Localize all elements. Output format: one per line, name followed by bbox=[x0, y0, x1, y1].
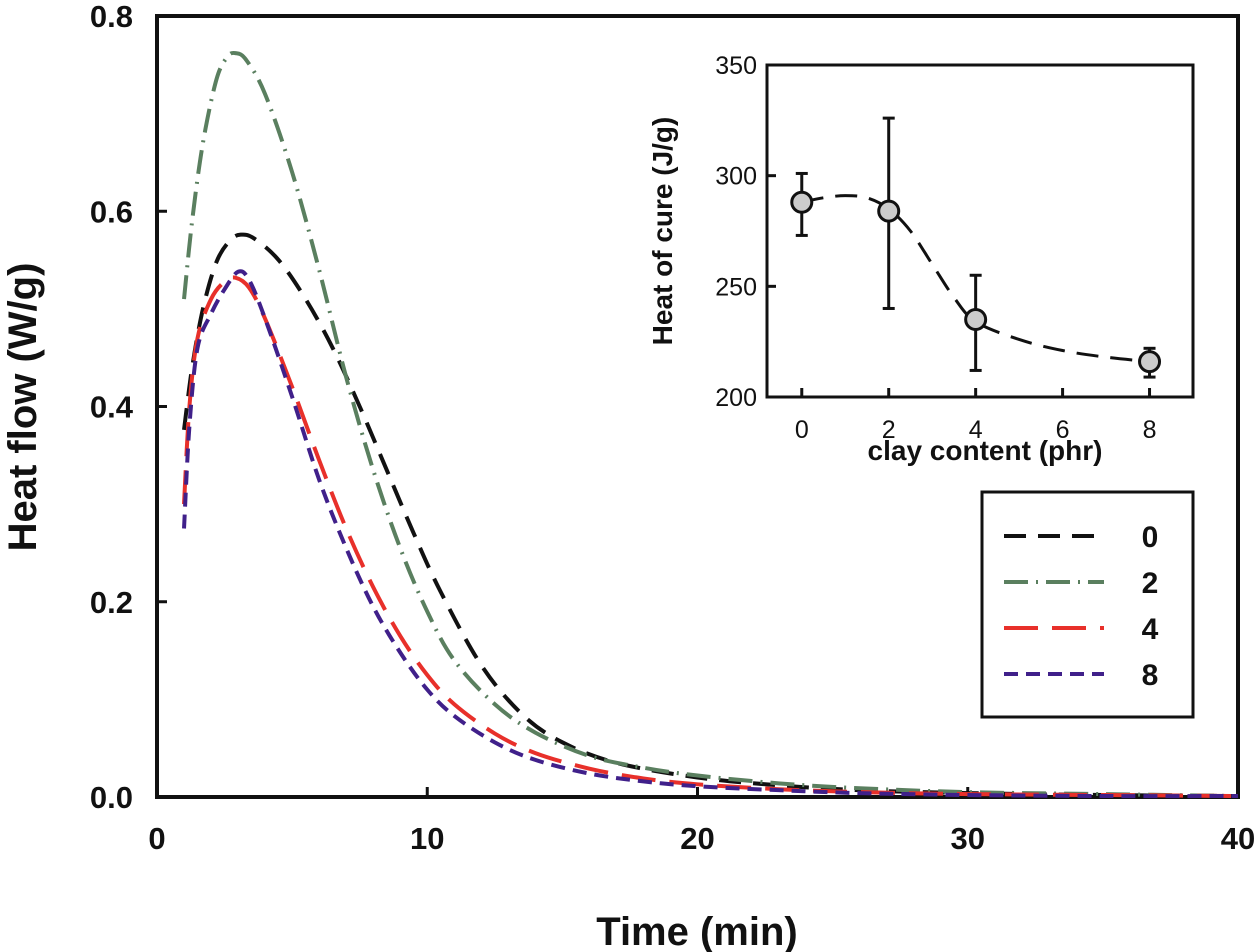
legend: 0 2 4 8 bbox=[980, 490, 1195, 719]
inset-x-tick-label: 8 bbox=[1143, 416, 1157, 444]
inset-data-point bbox=[790, 190, 814, 214]
inset-x-tick-label: 6 bbox=[1056, 416, 1070, 444]
series-line-2 bbox=[182, 50, 1239, 799]
main-series-group bbox=[182, 50, 1239, 799]
y-tick-label: 0.2 bbox=[90, 585, 133, 620]
inset-data-point bbox=[1138, 350, 1162, 374]
legend-label-2: 2 bbox=[1142, 567, 1159, 600]
legend-label-0: 0 bbox=[1142, 521, 1159, 554]
y-tick-label: 0.4 bbox=[90, 390, 134, 425]
inset-y-axis-label: Heat of cure (J/g) bbox=[647, 117, 678, 346]
inset-y-tick-label: 200 bbox=[715, 384, 757, 412]
inset-y-tick-label: 350 bbox=[715, 52, 757, 80]
legend-label-8: 8 bbox=[1142, 659, 1159, 692]
legend-frame bbox=[980, 490, 1195, 719]
inset-x-tick-label: 0 bbox=[795, 416, 809, 444]
inset-fit-curve bbox=[801, 194, 1150, 364]
inset-y-tick-label: 300 bbox=[715, 163, 757, 191]
x-tick-label: 0 bbox=[148, 821, 165, 856]
x-tick-label: 40 bbox=[1221, 821, 1255, 856]
main-axes: 0 10 20 30 400.00.20.40.60.8 bbox=[90, 0, 1255, 856]
x-axis-label: Time (min) bbox=[596, 910, 798, 952]
inset-x-tick-label: 4 bbox=[969, 416, 983, 444]
inset-data-point bbox=[877, 199, 901, 223]
inset-x-tick-label: 2 bbox=[882, 416, 896, 444]
x-tick-label: 30 bbox=[951, 821, 985, 856]
x-tick-label: 20 bbox=[680, 821, 714, 856]
inset-y-tick-label: 250 bbox=[715, 273, 757, 301]
legend-label-4: 4 bbox=[1142, 613, 1159, 646]
y-tick-label: 0.8 bbox=[90, 0, 133, 34]
y-axis-label: Heat flow (W/g) bbox=[1, 263, 45, 552]
y-tick-label: 0.0 bbox=[90, 780, 133, 815]
x-tick-label: 10 bbox=[410, 821, 444, 856]
inset-data-point bbox=[964, 308, 988, 332]
inset-chart: 0 2 4 6 8 200 250 300 350 bbox=[715, 52, 1195, 444]
series-line-8 bbox=[182, 269, 1239, 799]
inset-frame bbox=[765, 63, 1195, 399]
inset-x-axis-label: clay content (phr) bbox=[868, 435, 1103, 466]
y-tick-label: 0.6 bbox=[90, 194, 133, 229]
